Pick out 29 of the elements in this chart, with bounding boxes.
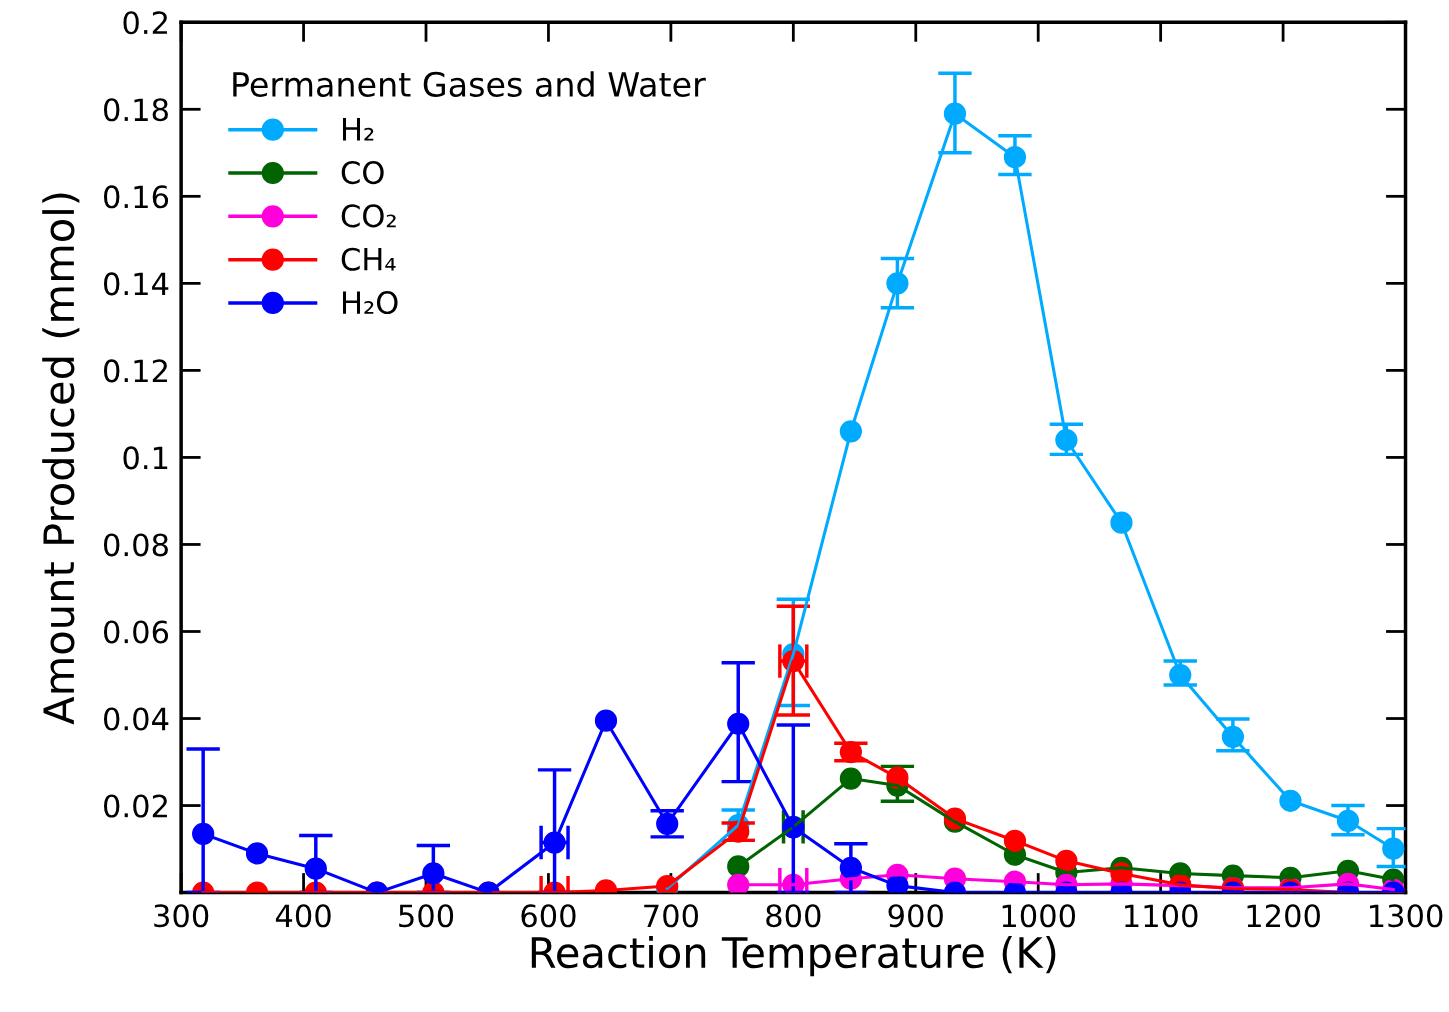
legend-label: H₂O [343,290,398,315]
legend-label: CO [341,161,384,185]
y-tick-label: 0.14 [103,272,169,296]
y-tick-label: 0.02 [103,794,167,818]
y-axis-title: Amount Produced (mmol) [42,193,80,725]
y-tick-label: 0.16 [103,185,169,209]
y-tick-label: 0.1 [123,446,168,470]
x-tick-label: 400 [275,904,331,928]
x-tick-label: 1000 [1002,904,1076,928]
y-tick-label: 0.06 [103,620,169,644]
x-tick-label: 700 [644,904,699,928]
x-tick-label: 1100 [1125,904,1198,928]
y-tick-label: 0.2 [123,11,167,35]
x-tick-label: 800 [766,904,821,928]
x-axis-title: Reaction Temperature (K) [531,936,1056,977]
legend-label: CH₄ [341,247,396,271]
x-tick-label: 500 [399,904,454,928]
x-tick-label: 1300 [1370,904,1443,928]
y-tick-label: 0.04 [103,707,169,731]
legend-label: H₂ [343,118,374,141]
legend-label: CO₂ [341,204,396,228]
x-tick-label: 600 [521,904,576,928]
y-tick-label: 0.12 [103,359,167,383]
y-tick-label: 0.08 [103,533,168,557]
y-tick-label: 0.18 [103,98,168,122]
legend-title: Permanent Gases and Water [233,71,706,97]
x-tick-label: 300 [154,904,209,928]
x-tick-label: 900 [888,904,943,928]
x-tick-label: 1200 [1247,904,1320,928]
